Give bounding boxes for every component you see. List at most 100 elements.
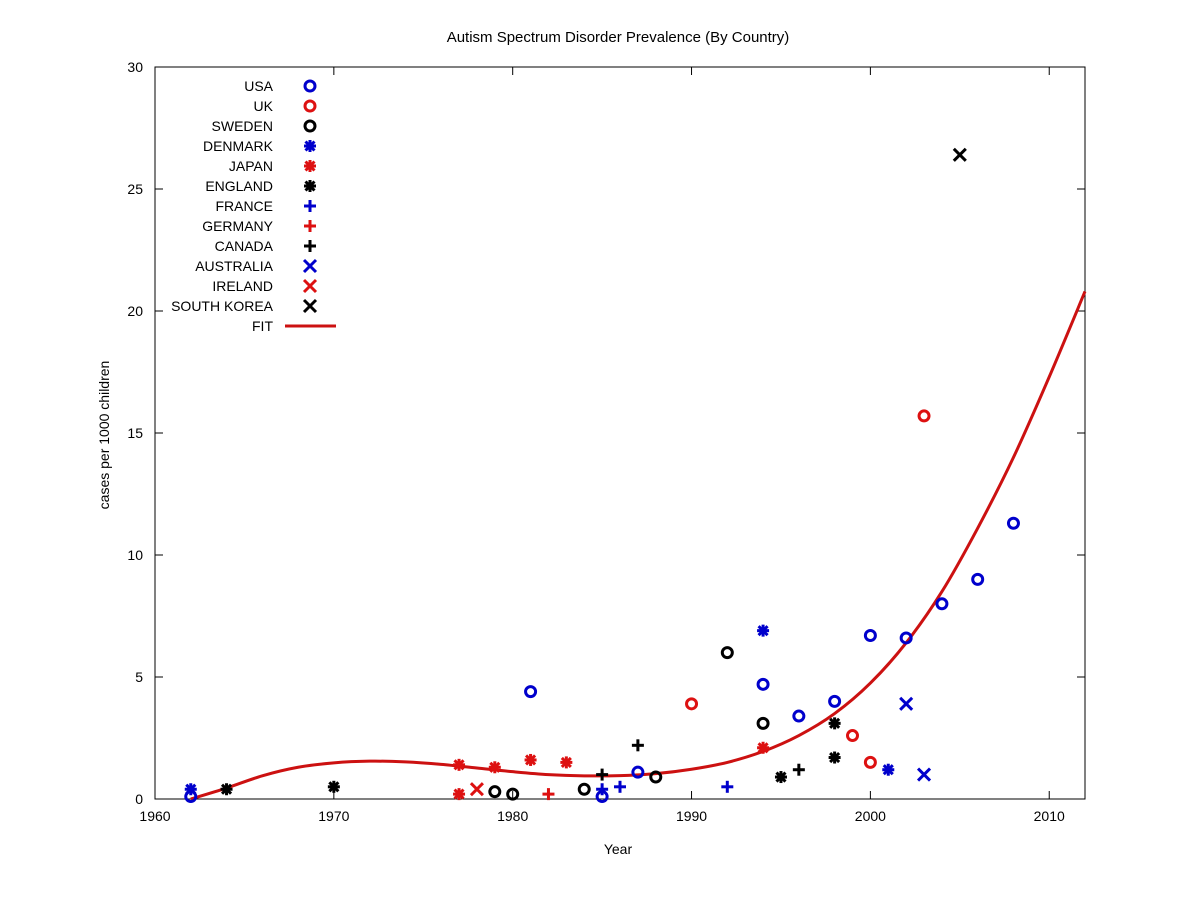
- data-point-sweden: [720, 646, 734, 660]
- data-point-usa: [631, 765, 645, 779]
- data-point-sweden: [649, 770, 663, 784]
- y-tick-label: 25: [127, 181, 143, 197]
- data-point-uk: [685, 697, 699, 711]
- legend-marker-south-korea: [302, 298, 318, 314]
- points-layer: [184, 147, 1020, 804]
- legend-marker-usa: [303, 79, 317, 93]
- data-point-usa: [756, 677, 770, 691]
- data-point-japan: [488, 761, 501, 774]
- chart-title: Autism Spectrum Disorder Prevalence (By …: [447, 29, 790, 46]
- data-point-denmark: [184, 783, 197, 796]
- x-tick-label: 2000: [855, 808, 886, 824]
- data-point-usa: [935, 597, 949, 611]
- legend-label-england: ENGLAND: [205, 178, 273, 194]
- data-point-denmark: [757, 624, 770, 637]
- legend: USA UK SWEDEN DENMARK JAPAN ENGLAND FRANCE GERM…: [171, 78, 336, 334]
- data-point-england: [828, 717, 841, 730]
- data-point-usa: [899, 631, 913, 645]
- legend-label-fit: FIT: [252, 318, 273, 334]
- data-point-sweden: [756, 716, 770, 730]
- data-point-japan: [560, 756, 573, 769]
- series-canada: [596, 739, 805, 781]
- data-point-germany: [542, 788, 555, 801]
- data-point-canada: [596, 768, 609, 781]
- data-point-japan: [453, 758, 466, 771]
- data-point-usa: [1006, 516, 1020, 530]
- y-tick-label: 30: [127, 59, 143, 75]
- data-point-japan: [757, 741, 770, 754]
- legend-label-japan: JAPAN: [229, 158, 273, 174]
- data-point-france: [596, 783, 609, 796]
- data-point-uk: [863, 755, 877, 769]
- legend-label-denmark: DENMARK: [203, 138, 274, 154]
- data-point-uk: [846, 729, 859, 743]
- axis-ticks: 1960 1970 1980 1990 2000 2010 0 5 10 15 20 25 30: [127, 59, 1085, 824]
- series-japan: [453, 741, 770, 801]
- legend-label-australia: AUSTRALIA: [195, 258, 273, 274]
- data-point-england: [774, 771, 787, 784]
- data-point-usa: [524, 685, 538, 699]
- legend-label-ireland: IRELAND: [212, 278, 273, 294]
- x-tick-label: 1990: [676, 808, 707, 824]
- legend-marker-canada: [304, 240, 316, 252]
- x-tick-label: 1970: [318, 808, 349, 824]
- data-point-australia: [916, 767, 932, 782]
- data-point-canada: [631, 739, 644, 752]
- series-england: [220, 717, 841, 796]
- legend-label-sweden: SWEDEN: [212, 118, 273, 134]
- series-uk: [685, 409, 931, 769]
- data-point-sweden: [506, 787, 520, 801]
- data-point-england: [828, 751, 841, 764]
- data-point-sweden: [577, 782, 591, 796]
- data-point-ireland: [469, 782, 484, 797]
- legend-label-germany: GERMANY: [202, 218, 273, 234]
- y-axis-title: cases per 1000 children: [96, 361, 112, 510]
- x-tick-label: 2010: [1034, 808, 1065, 824]
- legend-label-uk: UK: [254, 98, 274, 114]
- legend-marker-france: [304, 200, 316, 212]
- series-australia: [899, 696, 932, 782]
- data-point-japan: [453, 788, 466, 801]
- data-point-usa: [971, 572, 985, 586]
- data-point-england: [327, 780, 340, 793]
- series-ireland: [469, 782, 484, 797]
- series-usa: [184, 516, 1020, 804]
- series-france: [596, 780, 734, 796]
- legend-marker-sweden: [303, 119, 317, 133]
- data-point-france: [614, 780, 626, 793]
- data-point-uk: [917, 409, 931, 423]
- legend-label-canada: CANADA: [215, 238, 274, 254]
- data-point-sweden: [488, 785, 502, 799]
- legend-marker-england: [304, 180, 316, 192]
- data-point-usa: [828, 694, 842, 708]
- data-point-england: [220, 783, 233, 796]
- y-tick-label: 20: [127, 303, 143, 319]
- y-tick-label: 10: [127, 547, 143, 563]
- data-point-australia: [899, 696, 914, 711]
- legend-marker-ireland: [302, 278, 318, 294]
- legend-marker-japan: [304, 160, 316, 172]
- series-sweden: [488, 646, 770, 801]
- y-tick-label: 0: [135, 791, 143, 807]
- data-point-france: [721, 780, 734, 793]
- data-point-canada: [792, 763, 805, 776]
- legend-marker-denmark: [304, 140, 316, 152]
- legend-marker-australia: [302, 258, 318, 274]
- data-point-usa: [792, 709, 806, 723]
- series-denmark: [184, 624, 895, 796]
- legend-marker-germany: [304, 220, 316, 232]
- series-germany: [542, 788, 555, 801]
- y-tick-label: 15: [127, 425, 143, 441]
- legend-label-south-korea: SOUTH KOREA: [171, 298, 274, 314]
- x-axis-title: Year: [604, 841, 633, 857]
- legend-label-france: FRANCE: [215, 198, 273, 214]
- data-point-denmark: [882, 763, 895, 776]
- data-point-south-korea: [952, 147, 967, 162]
- data-point-usa: [863, 629, 877, 643]
- x-tick-label: 1960: [139, 808, 170, 824]
- series-south-korea: [952, 147, 967, 162]
- legend-marker-uk: [303, 99, 317, 113]
